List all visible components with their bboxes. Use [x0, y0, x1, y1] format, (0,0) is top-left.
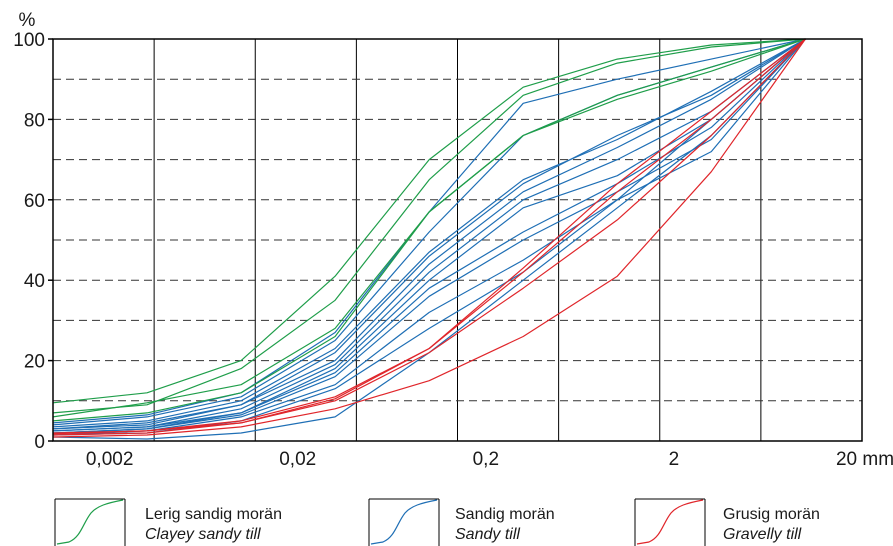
plot-frame	[52, 38, 863, 442]
x-tick-label: 0,2	[473, 449, 499, 470]
legend-item: Sandig morän Sandy till	[368, 498, 555, 546]
series-line	[52, 38, 806, 434]
y-axis-label: %	[19, 10, 36, 31]
series-line	[52, 38, 806, 440]
y-tick-label: 20	[24, 352, 45, 373]
grid	[53, 39, 862, 441]
series-line	[52, 38, 806, 438]
series-line	[52, 38, 806, 432]
series-line	[52, 38, 806, 430]
series-line	[52, 38, 806, 435]
axis-ticks: 0 20 40 60 80 100 0,002 0,02 0,2 2 20 mm	[13, 30, 893, 470]
legend-label: Sandig morän	[455, 506, 555, 523]
x-tick-label: 0,002	[86, 449, 134, 470]
series-line	[52, 38, 806, 424]
y-tick-label: 100	[13, 30, 45, 51]
y-tick-label: 60	[24, 191, 45, 212]
y-tick-label: 0	[34, 432, 45, 453]
series-line	[52, 38, 806, 434]
x-tick-label: 2	[669, 449, 680, 470]
y-tick-label: 80	[24, 110, 45, 131]
series-line	[52, 38, 806, 404]
legend-label: Lerig sandig morän	[145, 506, 282, 523]
series-line	[52, 38, 806, 436]
series-line	[52, 38, 806, 436]
legend-sublabel: Clayey sandy till	[145, 526, 261, 543]
series-line	[52, 38, 806, 436]
series-line	[52, 38, 806, 434]
legend-swatch	[370, 499, 438, 545]
series-line	[52, 38, 806, 428]
legend-sublabel: Gravelly till	[723, 526, 802, 543]
series-line	[52, 38, 806, 422]
series-line	[52, 38, 806, 426]
series-line	[52, 38, 806, 432]
x-tick-label: 20 mm	[836, 449, 893, 470]
series-line	[52, 38, 806, 430]
legend-swatch	[56, 499, 124, 545]
legend: Lerig sandig morän Clayey sandy till Sandi…	[54, 498, 820, 546]
series-lines	[52, 38, 806, 440]
legend-item: Grusig morän Gravelly till	[634, 498, 820, 546]
legend-item: Lerig sandig morän Clayey sandy till	[54, 498, 282, 546]
x-tick-label: 0,02	[279, 449, 316, 470]
y-tick-label: 40	[24, 271, 45, 292]
legend-swatch	[636, 499, 704, 545]
legend-label: Grusig morän	[723, 506, 820, 523]
legend-sublabel: Sandy till	[455, 526, 520, 543]
series-line	[52, 38, 806, 414]
